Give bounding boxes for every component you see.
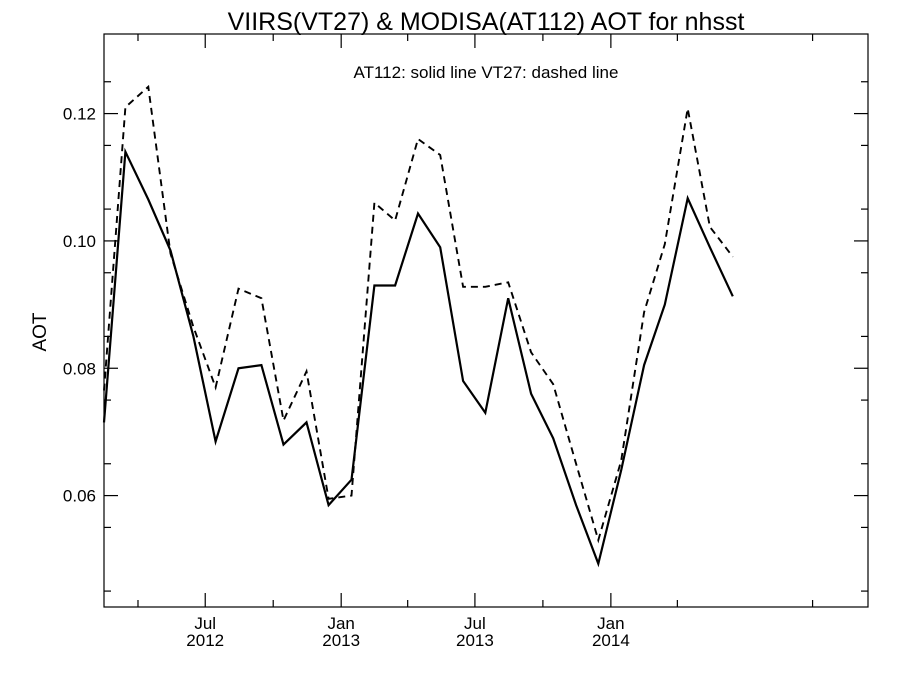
y-tick-label: 0.12 [63,105,96,124]
x-tick-year-label: 2013 [322,631,360,650]
y-tick-label: 0.08 [63,359,96,378]
axis-ticks [104,34,868,607]
y-tick-label: 0.06 [63,487,96,506]
y-tick-label: 0.10 [63,232,96,251]
x-tick-month-label: Jan [327,614,354,633]
series-line-vt27 [103,84,734,544]
series-line-at112 [102,147,734,568]
series-lines [102,84,734,568]
y-axis-label: AOT [30,312,51,351]
tick-labels: 0.060.080.100.12Jul2012Jan2013Jul2013Jan… [63,105,630,650]
x-tick-year-label: 2014 [592,631,630,650]
series-annotation: AT112: solid line VT27: dashed line [354,63,619,82]
x-tick-month-label: Jul [194,614,216,633]
x-tick-month-label: Jan [597,614,624,633]
chart-title: VIIRS(VT27) & MODISA(AT112) AOT for nhss… [228,8,745,36]
x-tick-month-label: Jul [464,614,486,633]
x-tick-year-label: 2012 [186,631,224,650]
plot-frame [103,33,869,608]
x-tick-year-label: 2013 [456,631,494,650]
